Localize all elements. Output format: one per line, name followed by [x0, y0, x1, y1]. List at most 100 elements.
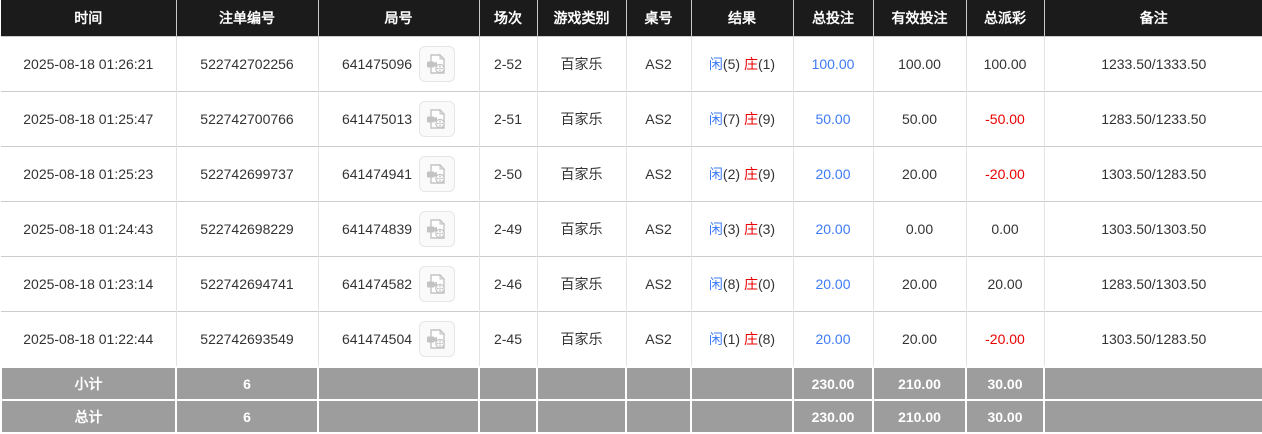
video-replay-button[interactable]	[419, 321, 456, 357]
subtotal-empty-remark	[1043, 366, 1262, 401]
cell-valid-bet: 20.00	[873, 256, 967, 312]
subtotal-count: 6	[175, 366, 319, 401]
cell-payout: 0.00	[966, 201, 1045, 257]
cell-total-bet: 20.00	[793, 146, 874, 202]
column-header-result: 结果	[691, 0, 794, 37]
subtotal-empty-game-type	[536, 366, 627, 401]
cell-valid-bet: 20.00	[873, 146, 967, 202]
cell-bet-id: 522742693549	[176, 311, 319, 367]
cell-table-no: AS2	[626, 256, 692, 312]
cell-bet-id: 522742698229	[176, 201, 319, 257]
column-header-round: 局号	[318, 0, 480, 37]
cell-valid-bet: 0.00	[873, 201, 967, 257]
video-replay-button[interactable]	[419, 156, 456, 192]
subtotal-valid-bet: 210.00	[872, 366, 967, 401]
cell-bet-id: 522742699737	[176, 146, 319, 202]
column-header-session: 场次	[479, 0, 538, 37]
cell-total-bet: 20.00	[793, 311, 874, 367]
video-file-icon	[427, 273, 446, 294]
result-player-count: (3)	[722, 221, 741, 237]
cell-session: 2-52	[479, 36, 538, 92]
total-valid-bet: 210.00	[872, 399, 967, 434]
video-file-icon	[427, 163, 446, 184]
total-row: 总计 6 230.00 210.00 30.00	[0, 399, 1262, 434]
video-replay-button[interactable]	[419, 46, 456, 82]
cell-game-type: 百家乐	[537, 91, 627, 147]
column-header-game-type: 游戏类别	[537, 0, 627, 37]
video-file-icon	[427, 108, 446, 129]
column-header-total-bet: 总投注	[793, 0, 874, 37]
header-row: 时间 注单编号 局号 场次 游戏类别 桌号 结果 总投注 有效投注 总派彩 备注	[1, 0, 1262, 37]
video-replay-button[interactable]	[419, 266, 456, 302]
cell-payout: -50.00	[966, 91, 1045, 147]
cell-round: 641474941	[318, 146, 480, 202]
result-player-count: (2)	[722, 166, 741, 182]
video-file-icon	[427, 328, 446, 349]
cell-game-type: 百家乐	[537, 36, 627, 92]
cell-valid-bet: 100.00	[873, 36, 967, 92]
subtotal-total-bet: 230.00	[792, 366, 874, 401]
cell-game-type: 百家乐	[537, 146, 627, 202]
cell-result: 闲(5) 庄(1)	[691, 36, 794, 92]
cell-session: 2-46	[479, 256, 538, 312]
cell-round: 641474582	[318, 256, 480, 312]
round-number: 641474839	[341, 221, 413, 237]
cell-table-no: AS2	[626, 146, 692, 202]
result-player-count: (1)	[722, 331, 741, 347]
subtotal-label: 小计	[0, 366, 177, 401]
result-player-label: 闲	[708, 166, 723, 182]
cell-bet-id: 522742702256	[176, 36, 319, 92]
round-number: 641474582	[341, 276, 413, 292]
result-player-count: (7)	[722, 111, 741, 127]
video-replay-button[interactable]	[419, 211, 456, 247]
round-number: 641474941	[341, 166, 413, 182]
cell-result: 闲(7) 庄(9)	[691, 91, 794, 147]
cell-remark: 1303.50/1283.50	[1044, 311, 1262, 367]
cell-time: 2025-08-18 01:24:43	[1, 201, 177, 257]
cell-result: 闲(8) 庄(0)	[691, 256, 794, 312]
result-player-label: 闲	[708, 221, 723, 237]
total-empty-session	[478, 399, 538, 434]
subtotal-payout: 30.00	[965, 366, 1045, 401]
cell-bet-id: 522742694741	[176, 256, 319, 312]
result-player-label: 闲	[708, 111, 723, 127]
cell-payout: 20.00	[966, 256, 1045, 312]
result-banker-count: (9)	[757, 166, 776, 182]
cell-table-no: AS2	[626, 91, 692, 147]
cell-round: 641474839	[318, 201, 480, 257]
cell-session: 2-51	[479, 91, 538, 147]
total-empty-result	[690, 399, 794, 434]
cell-session: 2-50	[479, 146, 538, 202]
cell-remark: 1283.50/1303.50	[1044, 256, 1262, 312]
result-player-count: (5)	[722, 56, 741, 72]
cell-game-type: 百家乐	[537, 256, 627, 312]
result-banker-label: 庄	[743, 221, 758, 237]
cell-valid-bet: 50.00	[873, 91, 967, 147]
result-banker-label: 庄	[743, 276, 758, 292]
video-file-icon	[427, 218, 446, 239]
cell-remark: 1303.50/1303.50	[1044, 201, 1262, 257]
cell-table-no: AS2	[626, 201, 692, 257]
cell-valid-bet: 20.00	[873, 311, 967, 367]
subtotal-empty-result	[690, 366, 794, 401]
table-row: 2025-08-18 01:25:47 522742700766 6414750…	[1, 91, 1262, 147]
column-header-valid-bet: 有效投注	[873, 0, 967, 37]
result-banker-count: (3)	[757, 221, 776, 237]
result-player-label: 闲	[708, 331, 723, 347]
cell-game-type: 百家乐	[537, 201, 627, 257]
cell-remark: 1233.50/1333.50	[1044, 36, 1262, 92]
cell-result: 闲(2) 庄(9)	[691, 146, 794, 202]
total-empty-game-type	[536, 399, 627, 434]
round-number: 641474504	[341, 331, 413, 347]
cell-remark: 1303.50/1283.50	[1044, 146, 1262, 202]
total-label: 总计	[0, 399, 177, 434]
cell-total-bet: 20.00	[793, 256, 874, 312]
cell-result: 闲(1) 庄(8)	[691, 311, 794, 367]
total-empty-round	[317, 399, 480, 434]
total-empty-table-no	[625, 399, 692, 434]
video-replay-button[interactable]	[419, 101, 456, 137]
column-header-payout: 总派彩	[966, 0, 1045, 37]
result-banker-count: (0)	[757, 276, 776, 292]
table-row: 2025-08-18 01:25:23 522742699737 6414749…	[1, 146, 1262, 202]
